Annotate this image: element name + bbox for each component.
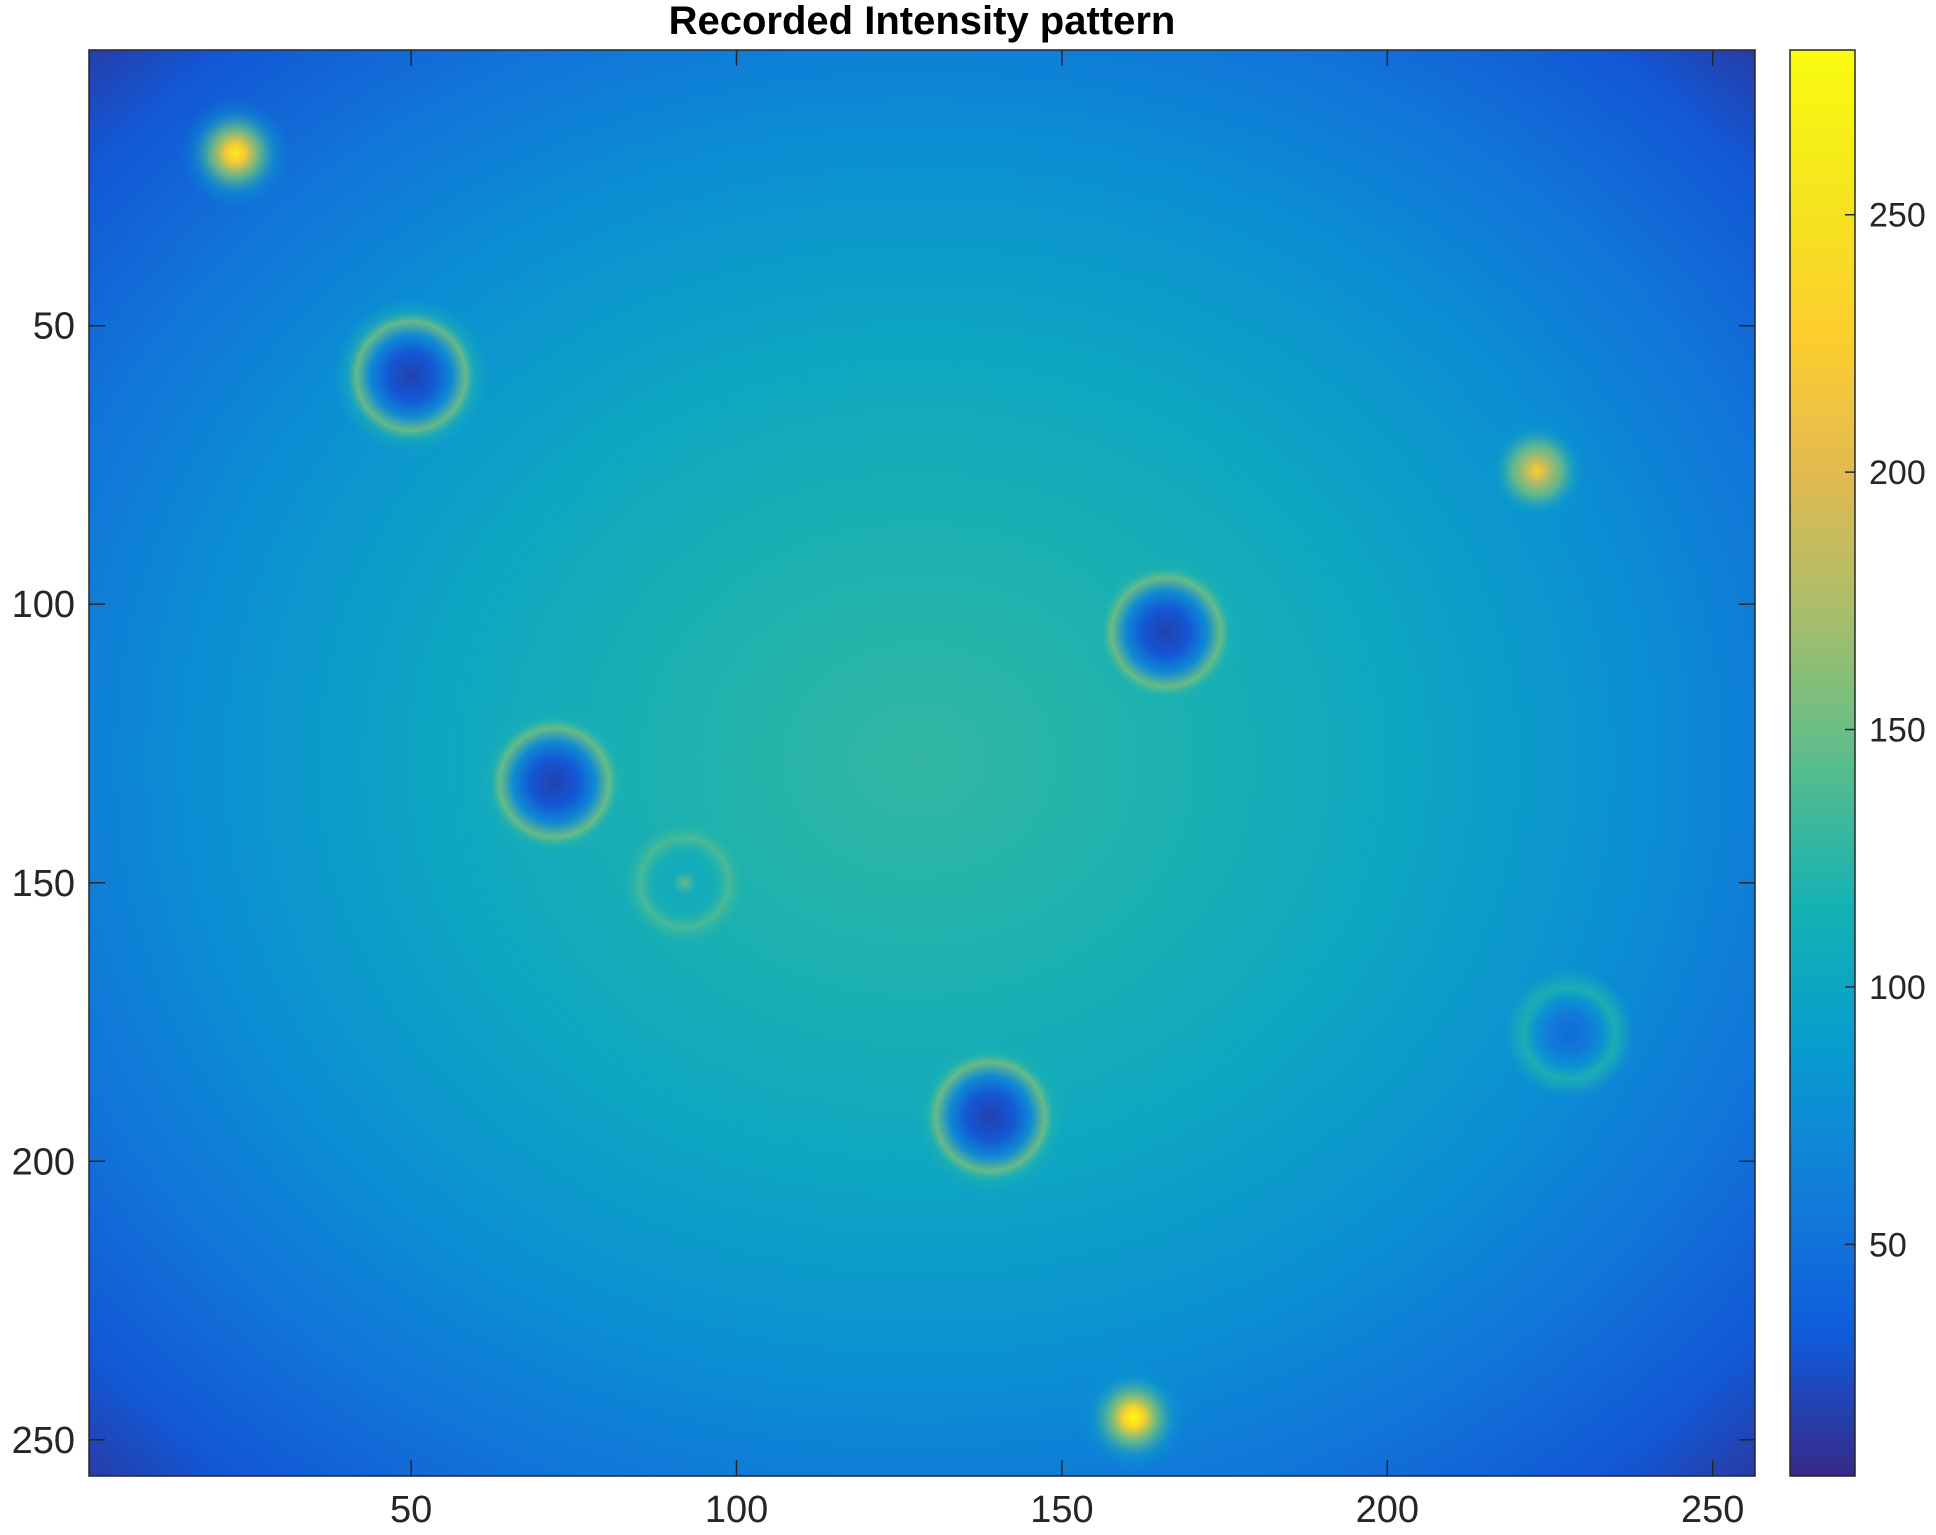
dark-ring-mark: [912, 1038, 1069, 1195]
bright-spot-feature: [1481, 415, 1593, 526]
dark-ring-feature: [476, 704, 633, 861]
colorbar-tick-label: 250: [1869, 197, 1926, 235]
y-tick-label: 200: [12, 1141, 75, 1183]
bright-spot-feature: [1078, 1362, 1189, 1473]
heatmap-background: [89, 50, 1755, 1476]
colorbar: 50 100 150 200 250: [1789, 49, 1926, 1477]
x-tick-label: 250: [1681, 1489, 1744, 1531]
y-tick-label: 50: [33, 306, 75, 348]
dark-ring-mark: [1504, 968, 1635, 1099]
x-axis: 50 100 150 200 250: [390, 50, 1744, 1531]
colorbar-fill: [1790, 50, 1855, 1476]
colorbar-tick-label: 150: [1869, 712, 1926, 750]
colorbar-tick-label: 100: [1869, 969, 1926, 1007]
dark-ring-mark: [476, 704, 633, 861]
dark-ring-feature: [1087, 554, 1245, 711]
bright-spot-mark: [1481, 415, 1593, 526]
y-tick-label: 250: [12, 1420, 75, 1462]
plot-frame: [88, 49, 1756, 1477]
x-tick-label: 150: [1030, 1489, 1093, 1531]
heatmap-plot-area: [89, 50, 1755, 1476]
y-axis: 50 100 150 200 250: [12, 306, 1755, 1462]
x-tick-label: 50: [390, 1489, 432, 1531]
chart-title: Recorded Intensity pattern: [669, 0, 1176, 43]
colorbar-tick-label: 200: [1869, 454, 1926, 492]
dark-ring-feature: [912, 1038, 1069, 1195]
dark-ring-feature: [333, 297, 490, 454]
dark-ring-feature: [1504, 968, 1635, 1099]
dark-ring-mark: [333, 297, 490, 454]
colorbar-ticks: 50 100 150 200 250: [1845, 197, 1926, 1264]
faint-ring-mark: [622, 821, 747, 945]
y-tick-label: 100: [12, 584, 75, 626]
dark-ring-mark: [1087, 554, 1245, 711]
bright-spot-mark: [1078, 1362, 1189, 1473]
y-tick-label: 150: [12, 863, 75, 905]
x-tick-label: 100: [705, 1489, 768, 1531]
bright-spot-mark: [180, 97, 291, 209]
faint-ring-feature: [622, 821, 747, 945]
heatmap-features: [180, 97, 1635, 1473]
x-tick-label: 200: [1356, 1489, 1419, 1531]
colorbar-tick-label: 50: [1869, 1226, 1907, 1264]
bright-spot-feature: [180, 97, 291, 209]
colorbar-frame: [1789, 49, 1856, 1477]
